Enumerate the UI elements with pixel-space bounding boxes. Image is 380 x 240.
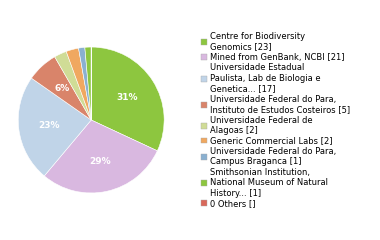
Wedge shape	[85, 47, 91, 120]
Wedge shape	[32, 57, 91, 120]
Wedge shape	[44, 120, 157, 193]
Wedge shape	[55, 51, 91, 120]
Text: 23%: 23%	[38, 121, 60, 130]
Wedge shape	[91, 47, 164, 151]
Text: 6%: 6%	[55, 84, 70, 93]
Text: 31%: 31%	[116, 93, 138, 102]
Wedge shape	[66, 48, 91, 120]
Wedge shape	[18, 78, 91, 176]
Legend: Centre for Biodiversity
Genomics [23], Mined from GenBank, NCBI [21], Universida: Centre for Biodiversity Genomics [23], M…	[201, 32, 350, 208]
Text: 29%: 29%	[90, 157, 111, 166]
Wedge shape	[79, 47, 91, 120]
